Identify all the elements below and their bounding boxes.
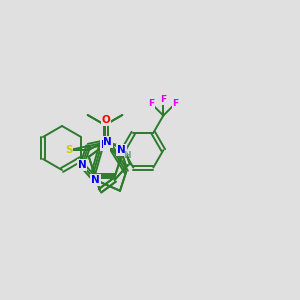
Text: S: S	[65, 145, 72, 155]
Text: N: N	[100, 140, 109, 150]
Text: N: N	[91, 175, 100, 185]
Text: O: O	[102, 115, 110, 125]
Text: F: F	[160, 95, 167, 104]
Text: N: N	[117, 145, 126, 155]
Text: F: F	[172, 99, 178, 108]
Text: N: N	[78, 160, 86, 170]
Text: F: F	[148, 99, 154, 108]
Text: N: N	[103, 137, 112, 147]
Text: H: H	[124, 151, 131, 160]
